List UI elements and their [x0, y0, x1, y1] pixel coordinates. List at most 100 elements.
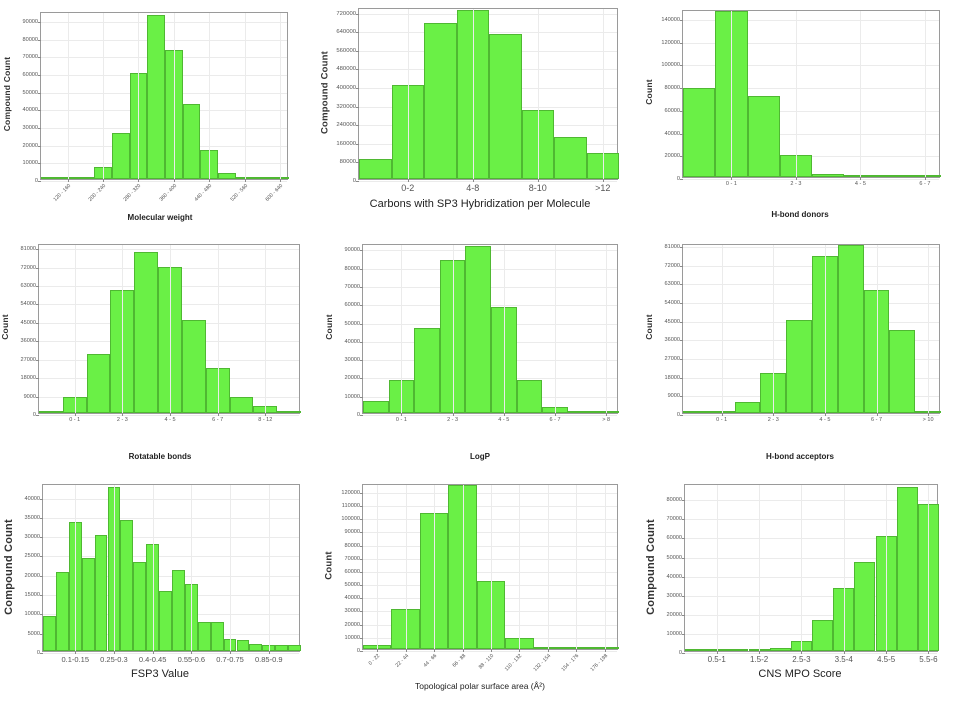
x-tick-label: >12	[595, 183, 611, 193]
y-tick-label: 15000	[24, 592, 40, 599]
histogram-bar	[182, 103, 201, 179]
x-tick-label: 4 - 5	[498, 417, 510, 423]
y-tick-label: 50000	[344, 582, 360, 589]
x-tick-label: 6 - 7	[870, 417, 883, 423]
x-tick-mark	[795, 177, 797, 180]
x-gridline	[209, 13, 211, 179]
chart-panel-fsp3: 0 5000 10000 15000 20000 25000 30000 35000 40000…	[0, 470, 320, 709]
histogram-bar	[769, 647, 791, 651]
y-tick-label: 9000	[667, 393, 680, 400]
x-tick-mark	[230, 651, 232, 654]
x-tick-label: 200 - 240	[87, 183, 108, 203]
histogram-bar	[94, 166, 112, 179]
histogram-bar	[271, 177, 289, 179]
y-tick-mark	[680, 265, 683, 267]
x-tick-mark	[113, 651, 115, 654]
x-tick-label: 0 - 1	[716, 417, 728, 423]
chart-panel-molecular-weight: 0 10000 20000 30000 40000 50000 60000 70000 8000…	[0, 0, 320, 230]
y-tick-label: 63000	[664, 281, 680, 288]
y-tick-mark	[36, 341, 39, 343]
y-tick-mark	[356, 88, 359, 90]
y-axis-title: Compound Count	[320, 51, 331, 134]
x-gridline	[824, 245, 826, 413]
y-tick-label: 60000	[344, 568, 360, 575]
histogram-bar	[683, 411, 709, 413]
y-gridline	[43, 498, 299, 500]
plot-area-fsp3: 0 5000 10000 15000 20000 25000 30000 35000 40000…	[24, 484, 301, 664]
y-tick-label: 640000	[336, 29, 356, 36]
x-gridline	[860, 11, 862, 177]
y-tick-label: 70000	[22, 54, 38, 61]
y-tick-mark	[38, 92, 41, 94]
y-tick-mark	[356, 32, 359, 34]
y-tick-mark	[38, 181, 41, 182]
y-tick-mark	[680, 303, 683, 305]
x-gridline	[268, 485, 270, 651]
x-gridline	[924, 11, 926, 177]
y-tick-mark	[36, 322, 39, 324]
x-tick-mark	[401, 413, 403, 416]
x-tick-mark	[67, 179, 69, 182]
y-tick-label: 27000	[664, 356, 680, 363]
y-tick-mark	[682, 519, 685, 521]
x-tick-mark	[843, 651, 845, 654]
x-tick-label: 0-2	[401, 183, 415, 193]
x-gridline	[173, 13, 175, 179]
x-tick-mark	[472, 179, 474, 182]
y-tick-label: 100000	[341, 516, 360, 523]
y-tick-label: 10000	[344, 634, 360, 641]
y-gridline	[363, 506, 617, 508]
y-axis-title: Count	[644, 314, 654, 340]
x-gridline	[547, 485, 549, 649]
x-tick-label: 0.7-0.75	[216, 655, 244, 664]
x-gridline	[191, 485, 193, 651]
y-tick-mark	[360, 250, 363, 252]
histogram-bar	[94, 535, 108, 651]
y-gridline	[683, 110, 939, 112]
x-tick-mark	[886, 651, 888, 654]
y-tick-label: 50000	[22, 89, 38, 96]
histogram-bar	[414, 328, 440, 413]
y-tick-label: 80000	[664, 85, 680, 92]
y-gridline	[363, 492, 617, 494]
x-gridline	[452, 245, 454, 413]
y-tick-label: 5000	[27, 630, 40, 637]
x-gridline	[67, 13, 69, 179]
y-gridline	[685, 557, 937, 559]
x-tick-mark	[452, 413, 454, 416]
chart-panel-cns-mpo-score: 0 10000 20000 30000 40000 50000 60000 70000 8000…	[640, 470, 960, 709]
x-tick-label: 66 - 88	[451, 653, 467, 669]
y-tick-label: 18000	[20, 375, 36, 382]
x-tick-label: 0.25-0.3	[100, 655, 128, 664]
y-tick-label: 18000	[664, 374, 680, 381]
histogram-bar	[218, 172, 236, 179]
y-tick-mark	[360, 492, 363, 494]
x-gridline	[801, 485, 803, 651]
x-tick-mark	[462, 649, 464, 652]
y-tick-mark	[360, 415, 363, 416]
y-gridline	[685, 519, 937, 521]
x-tick-mark	[217, 413, 219, 416]
y-tick-mark	[360, 268, 363, 270]
y-gridline	[683, 88, 939, 90]
x-tick-label: 2 - 3	[116, 417, 128, 423]
y-tick-mark	[356, 125, 359, 127]
histogram-bar	[288, 644, 301, 651]
y-tick-mark	[360, 585, 363, 587]
y-gridline	[683, 65, 939, 67]
y-tick-label: 60000	[666, 535, 682, 542]
histogram-bar	[133, 562, 147, 651]
y-tick-mark	[38, 127, 41, 129]
histogram-bar	[476, 581, 506, 649]
x-gridline	[401, 245, 403, 413]
x-axis-title: Rotatable bonds	[128, 452, 192, 461]
histogram-bar	[706, 649, 728, 651]
y-tick-label: 30000	[344, 357, 360, 364]
x-tick-mark	[244, 179, 246, 182]
histogram-bar	[734, 402, 761, 413]
histogram-bar	[554, 137, 587, 179]
histogram-bar	[129, 72, 148, 179]
histogram-bar	[236, 639, 250, 651]
y-gridline	[683, 42, 939, 44]
x-tick-label: > 8	[602, 417, 611, 423]
